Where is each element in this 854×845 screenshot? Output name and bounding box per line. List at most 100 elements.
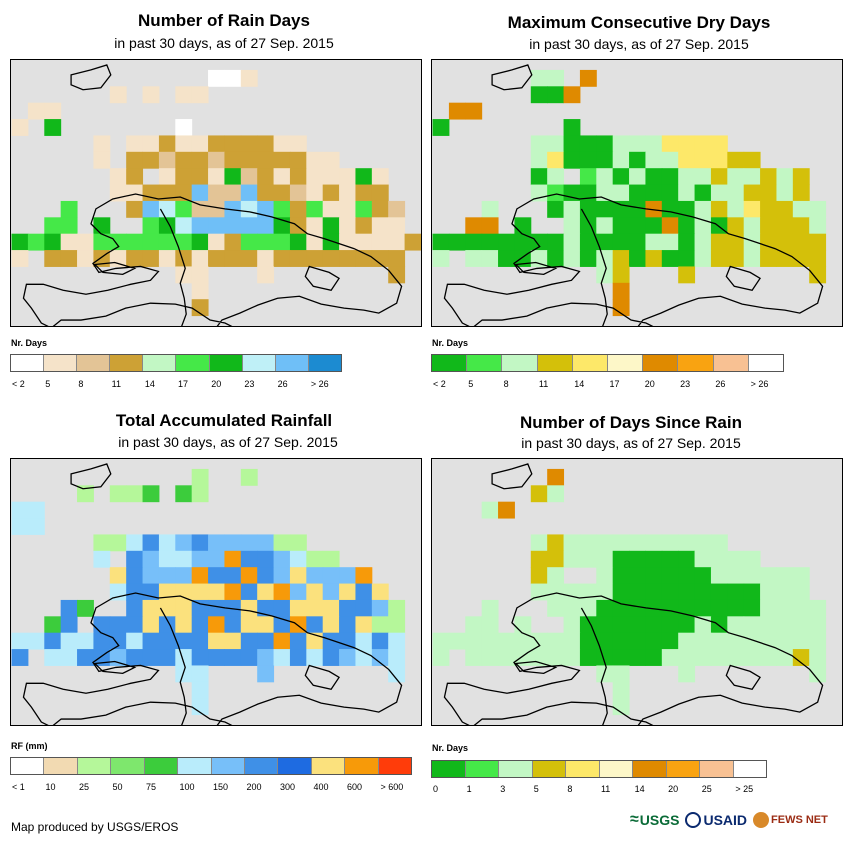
grid-cell — [158, 250, 176, 267]
grid-cell — [273, 200, 291, 218]
legend-label: > 600 — [380, 782, 404, 792]
grid-cell — [371, 200, 389, 218]
panel-1-legend-title: Nr. Days — [11, 338, 48, 348]
grid-cell — [142, 550, 160, 568]
grid-cell — [661, 135, 679, 153]
panel-1-map — [10, 59, 422, 327]
grid-cell — [743, 632, 761, 650]
grid-cell — [142, 217, 160, 235]
grid-cell — [727, 632, 745, 650]
grid-cell — [175, 233, 193, 251]
grid-cell — [661, 184, 679, 202]
grid-cell — [355, 217, 373, 235]
grid-cell — [27, 632, 45, 650]
legend-swatch — [700, 761, 734, 777]
grid-cell — [596, 550, 614, 568]
grid-cell — [547, 69, 565, 87]
grid-cell — [481, 250, 499, 267]
grid-cell — [678, 250, 696, 267]
grid-cell — [710, 151, 728, 169]
grid-cell — [727, 599, 745, 617]
grid-cell — [388, 616, 406, 634]
grid-cell — [629, 632, 646, 650]
grid-cell — [547, 168, 565, 186]
grid-cell — [612, 681, 630, 699]
legend-label: 26 — [277, 379, 288, 389]
grid-cell — [530, 534, 548, 552]
legend-swatch — [643, 355, 679, 371]
grid-cell — [547, 86, 565, 104]
grid-cell — [678, 599, 696, 617]
grid-cell — [629, 233, 646, 251]
grid-cell — [694, 168, 712, 186]
grid-cell — [355, 184, 373, 202]
legend-label: < 2 — [12, 379, 25, 389]
grid-cell — [530, 567, 548, 585]
grid-cell — [191, 86, 209, 104]
legend-label: 1 — [466, 784, 472, 794]
legend-swatch — [275, 355, 309, 371]
legend-label: < 1 — [12, 782, 25, 792]
grid-cell — [240, 69, 258, 87]
grid-cell — [60, 250, 78, 267]
grid-cell — [547, 184, 565, 202]
grid-cell — [465, 649, 483, 666]
grid-cell — [388, 665, 406, 683]
panel-4-legend-bar — [431, 760, 767, 778]
grid-cell — [158, 616, 176, 634]
grid-cell — [563, 616, 581, 634]
grid-cell — [289, 250, 307, 267]
grid-cell — [547, 233, 565, 251]
grid-cell — [612, 665, 630, 683]
grid-cell — [191, 632, 209, 650]
legend-label: 10 — [45, 782, 56, 792]
legend-label: 25 — [79, 782, 90, 792]
grid-cell — [158, 534, 176, 552]
grid-cell — [257, 151, 275, 169]
grid-cell — [760, 616, 777, 634]
grid-cell — [175, 632, 193, 650]
grid-cell — [579, 135, 597, 153]
grid-cell — [240, 632, 258, 650]
grid-cell — [547, 599, 565, 617]
grid-cell — [224, 550, 242, 568]
grid-cell — [612, 282, 630, 300]
grid-cell — [191, 665, 209, 683]
grid-cell — [126, 534, 144, 552]
grid-cell — [191, 250, 209, 267]
grid-cell — [306, 616, 324, 634]
grid-cell — [629, 200, 646, 218]
grid-cell — [694, 184, 712, 202]
grid-cell — [224, 250, 242, 267]
grid-cell — [371, 168, 389, 186]
grid-cell — [678, 665, 696, 683]
grid-cell — [760, 200, 777, 218]
grid-cell — [224, 217, 242, 235]
grid-cell — [432, 250, 450, 267]
grid-cell — [109, 632, 127, 650]
grid-cell — [77, 632, 94, 650]
grid-cell — [208, 184, 225, 202]
grid-cell — [645, 151, 663, 169]
grid-cell — [126, 583, 144, 601]
grid-cell — [760, 217, 777, 235]
grid-cell — [322, 184, 340, 202]
grid-cell — [760, 250, 777, 267]
grid-cell — [645, 168, 663, 186]
grid-cell — [579, 250, 597, 267]
grid-cell — [563, 583, 581, 601]
legend-label: 200 — [246, 782, 262, 792]
grid-cell — [710, 250, 728, 267]
grid-cell — [694, 233, 712, 251]
grid-cell — [126, 616, 144, 634]
grid-cell — [306, 233, 324, 251]
grid-cell — [240, 151, 258, 169]
grid-cell — [776, 233, 794, 251]
grid-cell — [11, 649, 29, 666]
legend-label: 11 — [538, 379, 549, 389]
grid-cell — [579, 599, 597, 617]
grid-cell — [809, 649, 827, 666]
grid-cell — [465, 233, 483, 251]
grid-cell — [27, 102, 45, 120]
grid-cell — [547, 632, 565, 650]
